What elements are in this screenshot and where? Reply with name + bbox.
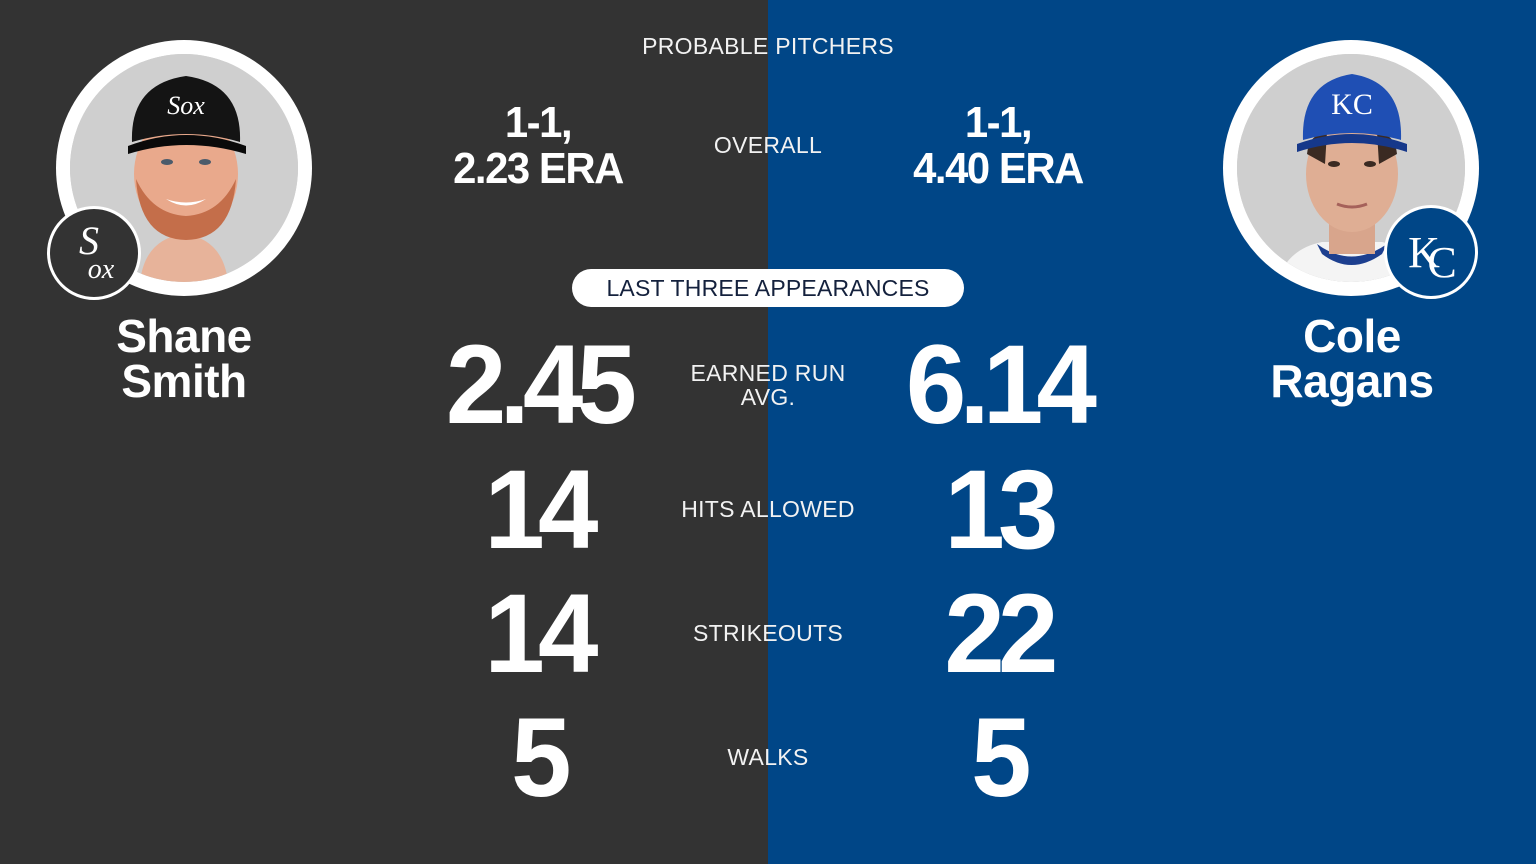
page-title: PROBABLE PITCHERS [642, 33, 894, 59]
left-pitcher-last-name: Smith [121, 355, 247, 407]
svg-text:KC: KC [1331, 88, 1373, 121]
right-pitcher-first-name: Cole [1303, 310, 1401, 362]
left-pitcher-name: Shane Smith [34, 310, 334, 407]
left-walks-value: 5 [511, 695, 571, 820]
stat-label-era-line2: AVG. [740, 384, 796, 410]
stat-label-strikeouts: STRIKEOUTS [693, 620, 843, 646]
right-overall-era: 4.40 ERA [913, 144, 1084, 193]
stat-label-walks: WALKS [727, 744, 809, 770]
svg-text:Sox: Sox [167, 91, 205, 120]
royals-kc-logo-icon: K C [1384, 205, 1478, 299]
right-hits-value: 13 [944, 447, 1058, 572]
stat-label-era: EARNED RUN AVG. [568, 361, 968, 409]
stat-label-hits: HITS ALLOWED [681, 496, 855, 522]
overall-label: OVERALL [713, 132, 823, 158]
svg-text:K: K [1408, 228, 1440, 277]
right-pitcher-name: Cole Ragans [1202, 310, 1502, 407]
right-pitcher-last-name: Ragans [1270, 355, 1434, 407]
right-walks-value: 5 [971, 695, 1031, 820]
right-overall-wl: 1-1, [964, 98, 1033, 147]
left-overall-wl: 1-1, [504, 98, 573, 147]
left-era-value: 2.45 [445, 322, 637, 447]
left-overall-era: 2.23 ERA [453, 144, 624, 193]
white-sox-logo-icon: S ox [47, 206, 141, 300]
svg-text:C: C [1427, 238, 1456, 287]
svg-text:ox: ox [88, 254, 115, 285]
stat-label-era-line1: EARNED RUN [690, 360, 846, 386]
left-overall-record: 1-1, 2.23 ERA [396, 100, 681, 192]
left-strikeouts-value: 14 [484, 571, 598, 696]
right-strikeouts-value: 22 [944, 571, 1058, 696]
last-three-appearances-pill: LAST THREE APPEARANCES [572, 269, 964, 307]
left-hits-value: 14 [484, 447, 598, 572]
right-overall-record: 1-1, 4.40 ERA [856, 100, 1141, 192]
royals-kc-logo-glyph: K C [1408, 228, 1457, 287]
left-pitcher-first-name: Shane [116, 310, 252, 362]
pill-label: LAST THREE APPEARANCES [606, 274, 930, 301]
white-sox-logo-glyph: S ox [79, 218, 115, 285]
right-era-value: 6.14 [905, 322, 1097, 447]
svg-text:S: S [79, 218, 99, 263]
